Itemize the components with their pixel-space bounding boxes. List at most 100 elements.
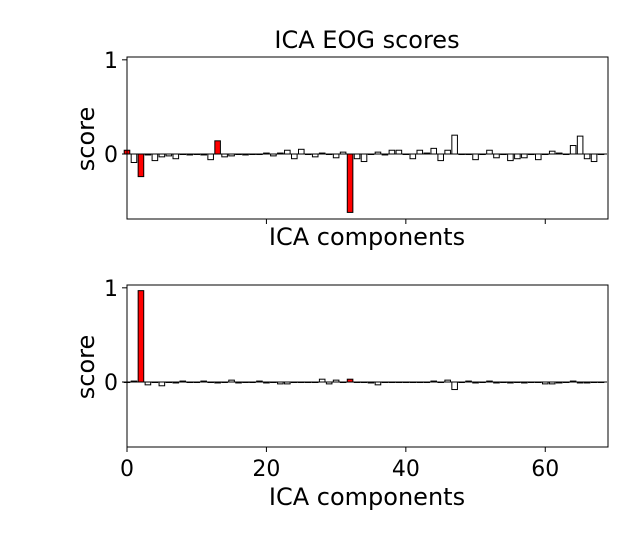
bar: [402, 381, 410, 384]
bar: [221, 381, 228, 384]
bar-highlighted: [137, 290, 145, 383]
bar: [186, 381, 194, 384]
bar: [144, 381, 152, 386]
bar: [555, 381, 563, 384]
bar: [263, 152, 270, 155]
bar: [486, 149, 493, 155]
bar: [353, 153, 361, 160]
bar: [548, 381, 556, 385]
bar: [325, 381, 333, 385]
bar: [430, 380, 438, 383]
bar: [381, 381, 389, 384]
bar: [207, 381, 214, 384]
bar: [541, 381, 549, 385]
bar: [451, 134, 458, 155]
bar: [130, 380, 138, 383]
bar: [186, 153, 194, 156]
chart-title: ICA EOG scores: [274, 26, 459, 54]
bar: [339, 151, 347, 155]
bar: [493, 381, 500, 384]
bar: [423, 152, 431, 155]
y-tick-label: 1: [104, 49, 118, 74]
bar: [535, 381, 542, 384]
bar: [228, 379, 235, 383]
bar: [311, 153, 319, 158]
bar: [200, 153, 207, 156]
bar: [381, 153, 389, 156]
bar: [304, 381, 312, 384]
bar: [193, 153, 200, 156]
bar: [472, 381, 479, 384]
bar: [548, 150, 556, 155]
bar: [555, 152, 563, 155]
bar: [528, 153, 535, 156]
bar: [444, 149, 451, 155]
bar: [562, 381, 570, 384]
bar: [228, 153, 235, 157]
bar: [590, 381, 598, 384]
x-tick-label: 60: [531, 457, 559, 482]
bar: [172, 153, 180, 160]
bar: [353, 381, 361, 384]
bar: [221, 153, 228, 158]
bar: [332, 379, 340, 383]
bar: [249, 153, 256, 156]
bar: [165, 153, 173, 157]
bar: [521, 153, 528, 159]
bar: [360, 153, 368, 163]
bar: [409, 381, 417, 384]
bar: [486, 380, 493, 383]
chart-panel-top: ICA EOG scores 01 ICA components score: [72, 26, 609, 251]
bar: [507, 381, 514, 384]
bar-highlighted: [346, 378, 354, 383]
bar: [179, 380, 187, 383]
bar: [158, 153, 166, 158]
bar: [193, 381, 200, 384]
bar: [172, 381, 180, 384]
bar: [256, 380, 263, 383]
bar: [437, 381, 444, 384]
bar: [277, 381, 284, 385]
bar: [165, 381, 173, 384]
bar: [158, 381, 166, 387]
bar-group: [123, 134, 608, 213]
bar: [416, 381, 424, 384]
bar: [409, 153, 417, 160]
bar: [576, 381, 584, 384]
y-tick-label: 0: [104, 143, 118, 168]
bar: [318, 378, 326, 383]
tick-group: 01: [104, 49, 546, 224]
y-tick-label: 0: [104, 371, 118, 396]
bar: [325, 153, 333, 156]
bar: [479, 153, 486, 156]
bar: [249, 381, 256, 384]
x-axis-label: ICA components: [269, 223, 465, 251]
x-axis-label: ICA components: [269, 483, 465, 511]
bar: [507, 153, 514, 162]
bar: [472, 153, 479, 161]
y-axis-label: score: [72, 107, 100, 172]
bar: [388, 149, 396, 155]
bar: [465, 153, 472, 156]
bar: [521, 381, 528, 384]
bar: [569, 145, 577, 155]
bar: [535, 153, 542, 161]
bar: [395, 381, 403, 384]
bar: [423, 381, 431, 384]
bar: [200, 380, 207, 383]
bar: [263, 381, 270, 384]
bar: [458, 381, 465, 384]
bar: [235, 381, 242, 384]
bar: [291, 381, 298, 384]
bar: [541, 153, 549, 156]
bar: [528, 381, 535, 384]
y-axis-label: score: [72, 335, 100, 400]
bar: [277, 152, 284, 155]
bar: [444, 379, 451, 383]
bar: [130, 153, 138, 163]
bar: [479, 381, 486, 384]
bar: [291, 153, 298, 160]
bar: [367, 381, 375, 384]
bar: [270, 153, 277, 157]
